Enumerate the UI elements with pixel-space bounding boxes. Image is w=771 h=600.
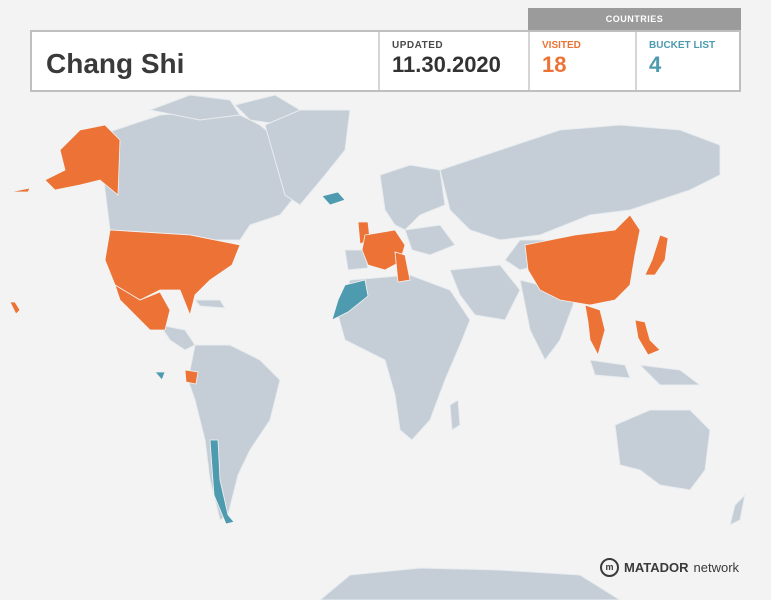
matador-logo-icon: m (600, 558, 619, 577)
updated-date: 11.30.2020 (392, 52, 501, 77)
updated-label: UPDATED (392, 40, 444, 51)
visited-count: 18 (542, 52, 567, 77)
visited-label: VISITED (542, 40, 581, 51)
matador-logo: m MATADOR network (600, 558, 739, 577)
bucket-list-countries (154, 191, 369, 525)
bucket-list-label: BUCKET LIST (649, 40, 716, 51)
visited-countries (9, 124, 669, 385)
logo-suffix: network (693, 560, 740, 575)
bucket-list-count: 4 (649, 52, 662, 77)
countries-tab: COUNTRIES (528, 8, 741, 30)
header-panel: Chang Shi UPDATED 11.30.2020 VISITED 18 … (30, 30, 741, 92)
divider (378, 32, 380, 90)
divider (635, 32, 637, 90)
traveler-name: Chang Shi (46, 48, 185, 79)
divider (528, 32, 530, 90)
logo-brand: MATADOR (624, 560, 689, 575)
